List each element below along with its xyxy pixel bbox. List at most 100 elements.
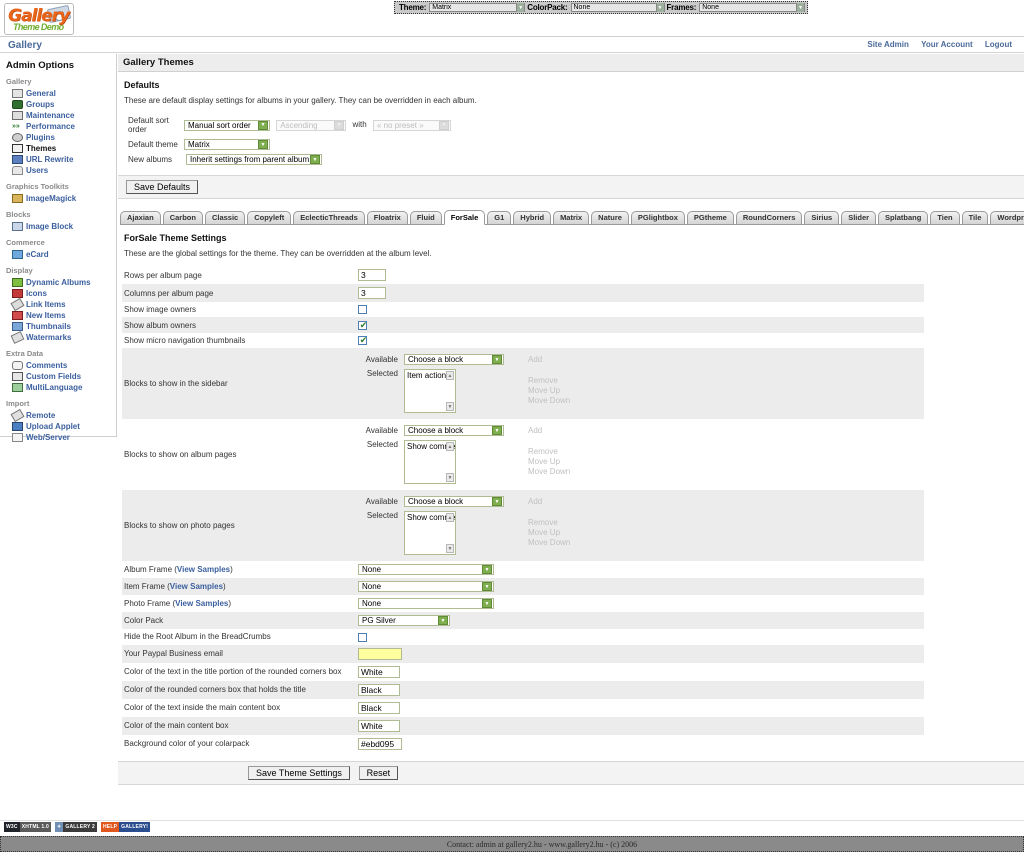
theme-switcher-select[interactable]: Matrix ▼	[429, 3, 526, 12]
save-theme-settings-button[interactable]: Save Theme Settings	[248, 765, 350, 780]
blocks-photo-move-down-link[interactable]: Move Down	[528, 538, 571, 548]
tab-hybrid[interactable]: Hybrid	[513, 211, 552, 224]
tab-splatbang[interactable]: Splatbang	[878, 211, 929, 224]
blocks-sidebar-selected-list[interactable]: Item actions ▲ ▼	[404, 369, 456, 414]
album-frame-view-samples-link[interactable]: View Samples	[176, 565, 231, 575]
tab-nature[interactable]: Nature	[591, 211, 629, 224]
sidebar-item-new-items[interactable]: New Items	[12, 310, 116, 321]
sidebar-item-url-rewrite[interactable]: URL Rewrite	[12, 154, 116, 165]
tab-slider[interactable]: Slider	[841, 211, 877, 224]
blocks-sidebar-add-link[interactable]: Add	[528, 355, 543, 365]
sidebar-item-watermarks[interactable]: Watermarks	[10, 331, 116, 344]
sidebar-item-comments[interactable]: Comments	[12, 360, 116, 371]
tab-forsale[interactable]: ForSale	[443, 210, 486, 225]
w3c-xhtml-badge[interactable]: W3C XHTML 1.0	[4, 821, 51, 832]
gallery2-badge[interactable]: ✦ GALLERY 2	[55, 821, 97, 832]
tab-sirius[interactable]: Sirius	[804, 211, 840, 224]
sidebar-item-link-items[interactable]: Link Items	[10, 297, 116, 312]
item-frame-select[interactable]: None ▼	[358, 581, 494, 593]
list-item[interactable]: Item actions	[407, 371, 451, 381]
help-gallery-badge[interactable]: HELP GALLERY!	[100, 821, 151, 832]
show-album-owners-checkbox[interactable]	[358, 320, 368, 331]
photo-frame-view-samples-link[interactable]: View Samples	[175, 599, 229, 609]
site-admin-link[interactable]: Site Admin	[867, 40, 909, 49]
blocks-album-remove-link[interactable]: Remove	[528, 447, 558, 457]
sidebar-item-maintenance[interactable]: Maintenance	[12, 110, 116, 121]
color-pack-select[interactable]: PG Silver ▼	[358, 615, 450, 627]
sidebar-item-image-block[interactable]: Image Block	[12, 221, 116, 232]
blocks-sidebar-move-up-link[interactable]: Move Up	[528, 386, 561, 396]
blocks-album-move-down-link[interactable]: Move Down	[528, 467, 571, 477]
content-box-color-input[interactable]: White	[358, 719, 400, 732]
sidebar-item-imagemagick[interactable]: ImageMagick	[12, 193, 116, 204]
blocks-photo-available-select[interactable]: Choose a block ▼	[404, 496, 504, 508]
your-account-link[interactable]: Your Account	[921, 40, 973, 49]
cols-per-album-input[interactable]: 3	[358, 287, 386, 299]
sidebar-item-icons[interactable]: Icons	[12, 288, 116, 299]
sidebar-item-themes[interactable]: Themes	[12, 143, 116, 154]
blocks-album-selected-list[interactable]: Show comments ▲ ▼	[404, 440, 456, 485]
tab-ajaxian[interactable]: Ajaxian	[120, 211, 161, 224]
scroll-down-icon[interactable]: ▼	[446, 544, 454, 554]
default-theme-select[interactable]: Matrix ▼	[184, 139, 270, 150]
blocks-photo-selected-list[interactable]: Show comments ▲ ▼	[404, 511, 456, 556]
blocks-photo-remove-link[interactable]: Remove	[528, 518, 558, 528]
title-box-color-input[interactable]: Black	[358, 683, 400, 696]
item-frame-view-samples-link[interactable]: View Samples	[169, 582, 224, 592]
show-image-owners-checkbox[interactable]	[358, 305, 367, 315]
bg-color-input[interactable]: #ebd095	[358, 737, 402, 750]
save-defaults-button[interactable]: Save Defaults	[126, 180, 199, 194]
tab-pgtheme[interactable]: PGtheme	[686, 211, 734, 224]
scroll-up-icon[interactable]: ▲	[446, 442, 454, 452]
default-sort-order-select[interactable]: Manual sort order ▼	[184, 119, 270, 131]
rows-per-album-input[interactable]: 3	[358, 269, 386, 281]
tab-carbon[interactable]: Carbon	[162, 211, 203, 224]
scroll-down-icon[interactable]: ▼	[446, 473, 454, 483]
sidebar-item-remote[interactable]: Remote	[10, 408, 116, 423]
reset-button[interactable]: Reset	[358, 765, 399, 780]
tab-matrix[interactable]: Matrix	[553, 211, 590, 224]
hide-root-checkbox[interactable]	[358, 632, 367, 642]
scroll-up-icon[interactable]: ▲	[446, 513, 454, 523]
tab-roundcorners[interactable]: RoundCorners	[735, 211, 803, 224]
colorpack-switcher-select[interactable]: None ▼	[570, 3, 665, 12]
tab-floatrix[interactable]: Floatrix	[366, 211, 408, 224]
sidebar-item-performance[interactable]: »» Performance	[12, 121, 116, 132]
paypal-input[interactable]	[358, 647, 402, 660]
blocks-sidebar-available-select[interactable]: Choose a block ▼	[404, 354, 504, 366]
tab-tile[interactable]: Tile	[961, 211, 989, 224]
content-text-color-input[interactable]: Black	[358, 701, 400, 714]
blocks-sidebar-remove-link[interactable]: Remove	[528, 376, 558, 386]
new-albums-select[interactable]: Inherit settings from parent album ▼	[186, 154, 322, 165]
list-item[interactable]: Show comments	[407, 442, 455, 452]
tab-copyleft[interactable]: Copyleft	[247, 211, 292, 224]
scroll-down-icon[interactable]: ▼	[446, 402, 454, 412]
tab-wordpressembedded[interactable]: WordpressEmbedded	[990, 211, 1024, 224]
sidebar-item-upload-applet[interactable]: Upload Applet	[12, 421, 116, 432]
sidebar-item-multilanguage[interactable]: MultiLanguage	[12, 382, 116, 393]
frames-switcher-select[interactable]: None ▼	[699, 3, 805, 12]
sidebar-item-plugins[interactable]: Plugins	[12, 132, 116, 143]
sidebar-item-thumbnails[interactable]: Thumbnails	[12, 321, 116, 332]
scroll-up-icon[interactable]: ▲	[446, 371, 454, 381]
blocks-photo-add-link[interactable]: Add	[528, 497, 543, 507]
tab-eclecticthreads[interactable]: EclecticThreads	[293, 211, 365, 224]
photo-frame-select[interactable]: None ▼	[358, 598, 494, 610]
tab-fluid[interactable]: Fluid	[409, 211, 442, 224]
sidebar-item-ecard[interactable]: eCard	[12, 249, 116, 260]
blocks-album-move-up-link[interactable]: Move Up	[528, 457, 561, 467]
sidebar-item-groups[interactable]: Groups	[12, 99, 116, 110]
sidebar-item-dynamic-albums[interactable]: Dynamic Albums	[12, 277, 116, 288]
show-micro-nav-checkbox[interactable]	[358, 335, 368, 346]
tab-pglightbox[interactable]: PGlightbox	[630, 211, 685, 224]
album-frame-select[interactable]: None ▼	[358, 564, 494, 576]
blocks-sidebar-move-down-link[interactable]: Move Down	[528, 396, 571, 406]
blocks-album-available-select[interactable]: Choose a block ▼	[404, 425, 504, 437]
title-text-color-input[interactable]: White	[358, 665, 400, 678]
sidebar-item-general[interactable]: General	[12, 88, 116, 99]
list-item[interactable]: Show comments	[407, 513, 455, 523]
sidebar-item-users[interactable]: Users	[12, 165, 116, 176]
tab-tien[interactable]: Tien	[930, 211, 960, 224]
sidebar-item-custom-fields[interactable]: Custom Fields	[12, 371, 116, 382]
site-logo[interactable]: Gallery Theme Demo	[4, 3, 74, 35]
